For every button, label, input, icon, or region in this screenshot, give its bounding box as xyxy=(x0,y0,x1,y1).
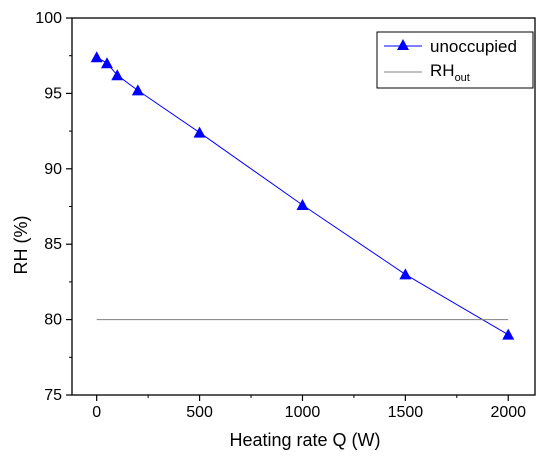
legend-marker-unoccupied xyxy=(397,39,409,50)
legend: unoccupied RHout xyxy=(376,31,534,89)
x-tick-label: 500 xyxy=(186,404,213,421)
y-tick-label: 90 xyxy=(44,161,62,178)
x-axis-title: Heating rate Q (W) xyxy=(229,430,380,450)
x-tick-label: 1500 xyxy=(388,404,424,421)
x-tick-label: 0 xyxy=(92,404,101,421)
series-layer xyxy=(90,51,515,340)
data-point xyxy=(502,328,515,340)
data-point xyxy=(100,57,113,69)
x-tick-label: 1000 xyxy=(285,404,321,421)
data-point xyxy=(90,51,103,63)
data-point xyxy=(111,69,124,81)
x-tick-label: 2000 xyxy=(490,404,526,421)
data-point xyxy=(399,268,412,280)
legend-label-rhout-sub: out xyxy=(455,72,470,84)
y-tick-label: 85 xyxy=(44,236,62,253)
data-point xyxy=(296,198,309,210)
y-tick-label: 80 xyxy=(44,312,62,329)
y-tick-label: 100 xyxy=(35,10,62,27)
y-axis-title: RH (%) xyxy=(11,216,31,275)
ticks-layer: 0 500 1000 1500 2000 75 80 85 90 95 100 xyxy=(35,10,526,421)
data-point xyxy=(193,126,206,138)
y-tick-label: 75 xyxy=(44,387,62,404)
legend-label-unoccupied: unoccupied xyxy=(430,37,517,56)
y-tick-label: 95 xyxy=(44,85,62,102)
legend-label-rhout: RHout xyxy=(430,61,470,84)
legend-label-rhout-main: RH xyxy=(430,61,455,80)
data-point xyxy=(131,84,144,96)
series-line-0 xyxy=(96,56,509,336)
